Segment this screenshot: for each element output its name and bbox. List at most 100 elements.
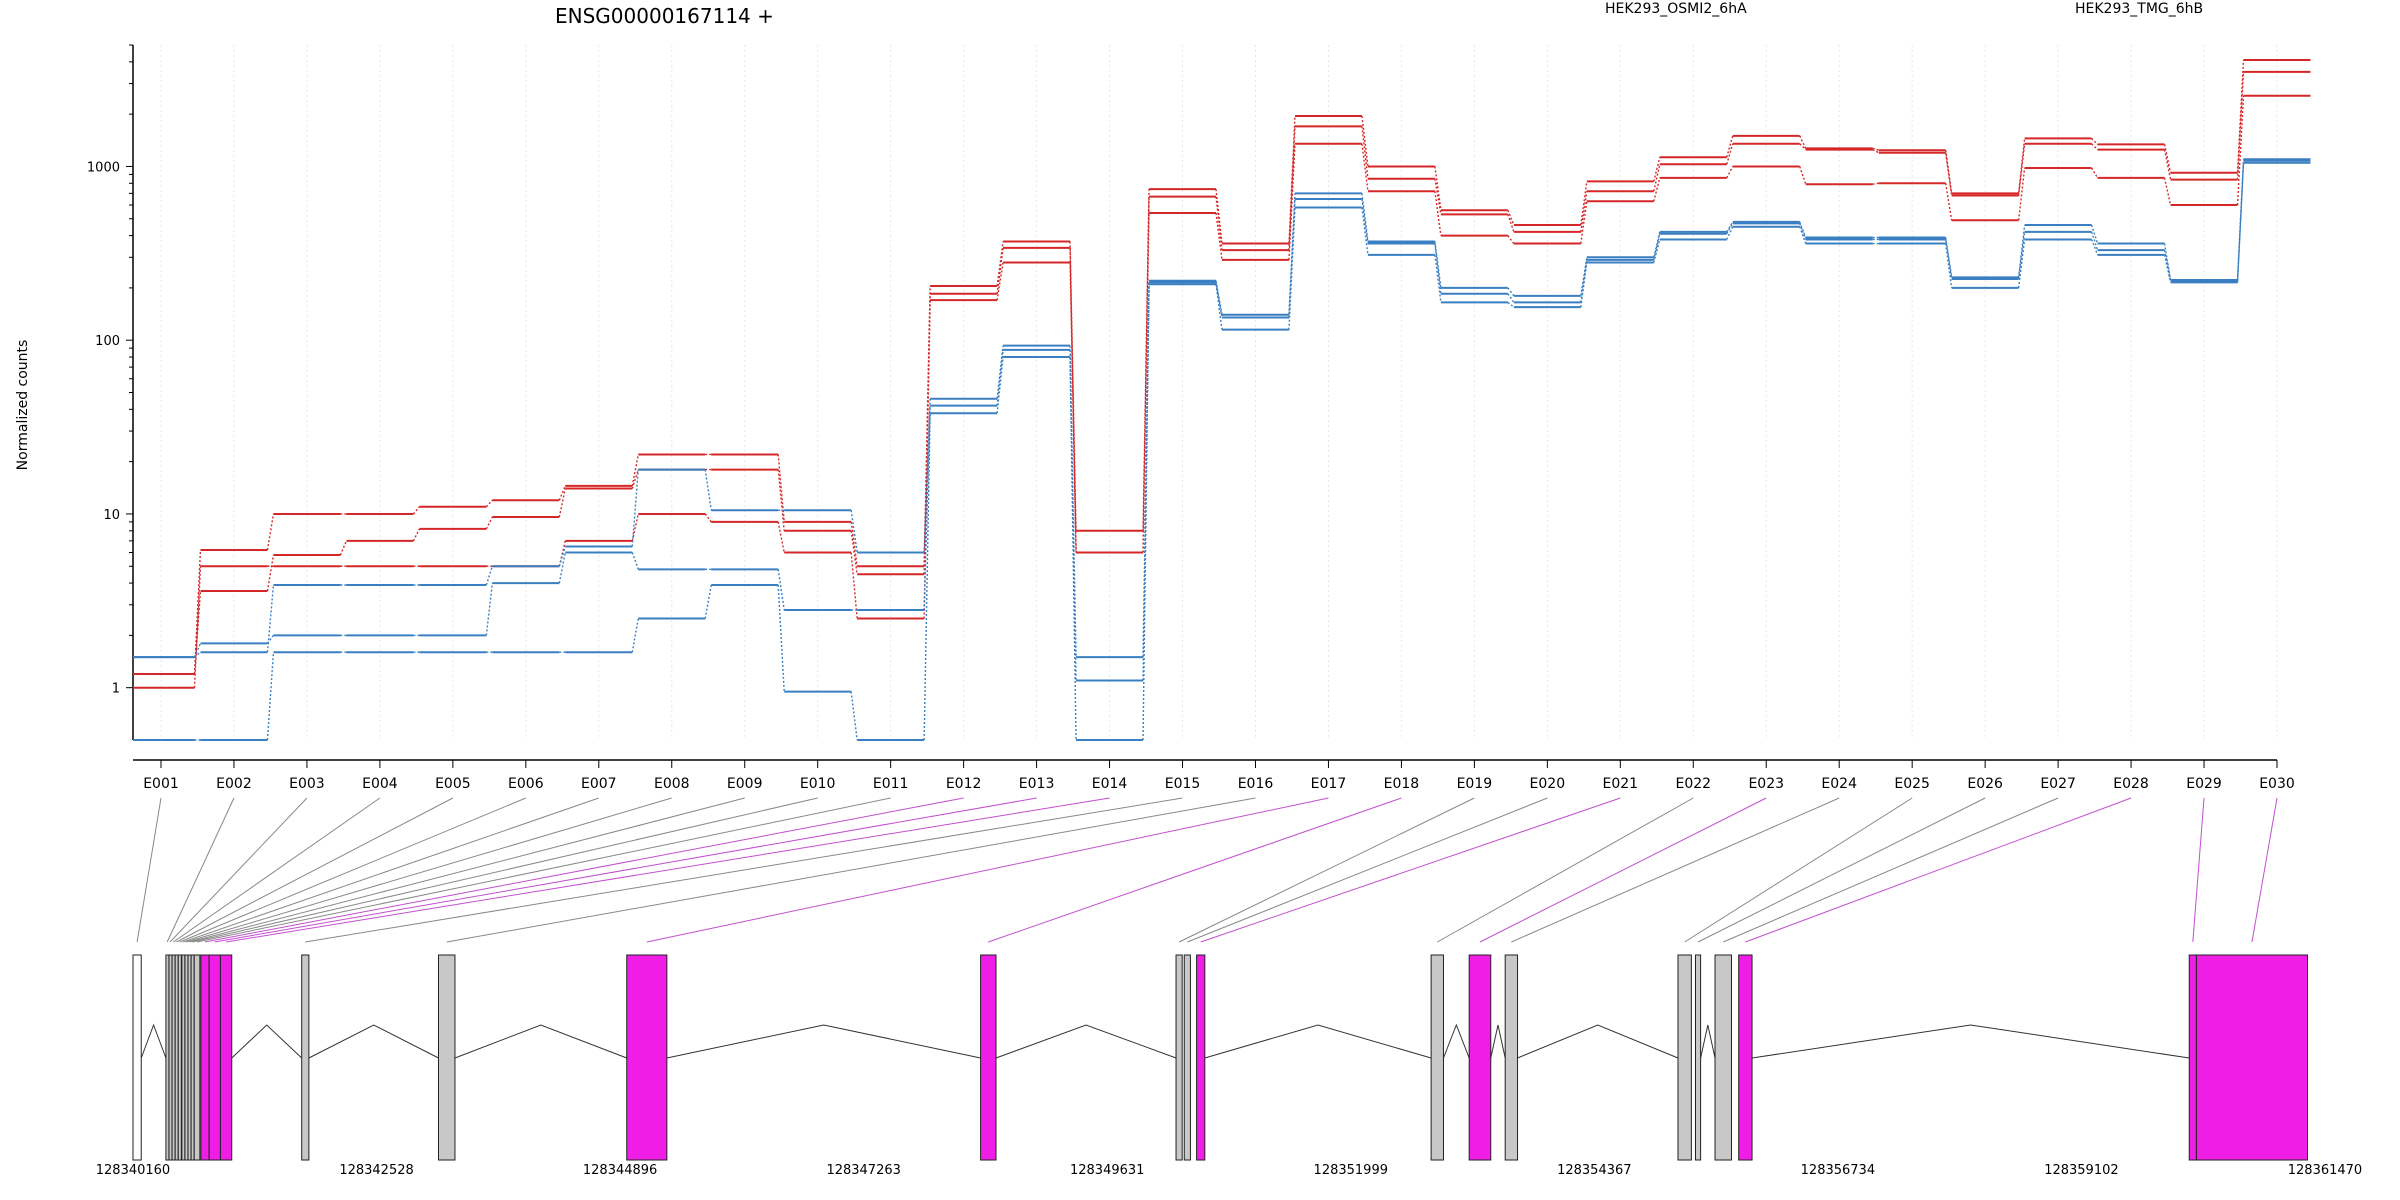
exon-label-e010: E010 [800,776,836,792]
series-step-link [1580,181,1588,226]
series-step-link [2163,254,2172,283]
series-step-link [1434,243,1442,294]
series-step-link [1799,223,1807,240]
series-step-link [631,513,639,542]
series-step-link [193,566,202,688]
exon-connector-e015 [305,797,1183,943]
series-step-link [1944,150,1953,194]
series-step-link [850,691,858,741]
series-step-link [996,356,1004,414]
series-step-link [266,513,275,551]
exon-label-e021: E021 [1603,776,1639,792]
exon-box-e010 [190,954,195,1161]
exon-connector-e018 [988,797,1402,943]
series-step-link [1215,196,1223,251]
exon-connector-e010 [192,797,818,943]
series-step-link [2017,167,2026,221]
series-step-link [339,540,348,556]
exon-connector-e009 [189,797,745,943]
exon-connector-e005 [176,797,454,943]
exon-connector-e002 [166,797,235,943]
exon-connector-e004 [173,797,381,943]
series-step-link [485,499,493,508]
exon-label-e006: E006 [508,776,544,792]
series-step-link [2090,231,2099,251]
exon-box-e005 [174,954,179,1161]
series-3 [133,58,2311,675]
exon-label-e002: E002 [216,776,252,792]
series-step-link [1215,280,1223,315]
exon-connector-e029 [2192,797,2205,943]
coordinate-tick-label: 128342528 [339,1163,413,1178]
series-step-link [1580,191,1588,233]
series-step-link [558,552,566,584]
series-step-link [1507,301,1515,308]
exon-connector-e001 [136,797,162,943]
series-step-link [1507,209,1515,226]
series-step-link [996,241,1004,287]
series-step-link [193,643,202,658]
series-step-link [1799,226,1807,244]
y-tick-label: 100 [95,334,120,349]
exon-label-e016: E016 [1238,776,1274,792]
series-step-link [2236,71,2245,180]
exon-label-e025: E025 [1894,776,1930,792]
exon-connector-e011 [196,797,891,943]
series-step-link [1580,201,1588,244]
exon-box-e022 [1430,954,1444,1161]
series-step-link [1726,143,1734,165]
series-step-link [266,554,275,592]
series-step-link [1288,143,1296,260]
series-step-link [1872,147,1879,151]
series-1 [133,94,2311,689]
series-step-link [2236,159,2245,281]
series-step-link [1726,221,1734,233]
exon-label-e015: E015 [1165,776,1201,792]
exon-box-e006 [177,954,182,1161]
series-step-link [1069,241,1077,531]
series-step-link [1653,157,1661,182]
exon-label-e027: E027 [2040,776,2076,792]
series-step-link [558,488,566,518]
series-step-link [1944,243,1953,288]
series-step-link [1653,164,1661,192]
exon-label-e028: E028 [2113,776,2149,792]
series-step-link [777,584,785,692]
exon-box-e023 [1468,954,1492,1161]
series-step-link [923,398,931,553]
exon-box-e014 [219,954,233,1161]
exon-box-e011 [193,954,201,1161]
series-step-link [1799,166,1807,185]
series-step-link [1872,148,1880,154]
series-step-link [485,583,494,636]
exon-box-e015 [301,954,310,1161]
series-lines [133,58,2311,741]
exon-connector-e017 [646,797,1329,943]
series-step-link [1944,239,1953,280]
series-step-link [777,454,785,522]
series-step-link [1215,189,1223,244]
series-step-link [1580,259,1588,303]
plot-axes: 1 10 100 1000 E001 E002 E003 E004 E005 E006 E007 E0… [87,44,2295,792]
series-step-link [1434,166,1442,211]
exon-box-e003 [168,954,173,1161]
series-step-link [193,549,202,674]
series-step-link [850,552,858,619]
series-step-link [1288,193,1296,315]
exon-connectors [136,797,2278,943]
exon-label-e020: E020 [1530,776,1566,792]
y-tick-label: 1 [112,682,120,697]
series-step-link [1799,221,1807,238]
y-tick-label: 1000 [87,160,120,175]
exon-label-e026: E026 [1967,776,2003,792]
series-step-link [1361,126,1369,179]
exon-label-e013: E013 [1019,776,1055,792]
coordinate-tick-label: 128347263 [826,1163,900,1178]
exon-connector-e003 [169,797,308,943]
intron-line [231,1024,303,1059]
exon-connector-e026 [1697,797,1986,943]
series-step-link [2163,144,2172,173]
intron-line [1490,1024,1506,1059]
series-6 [133,158,2311,659]
